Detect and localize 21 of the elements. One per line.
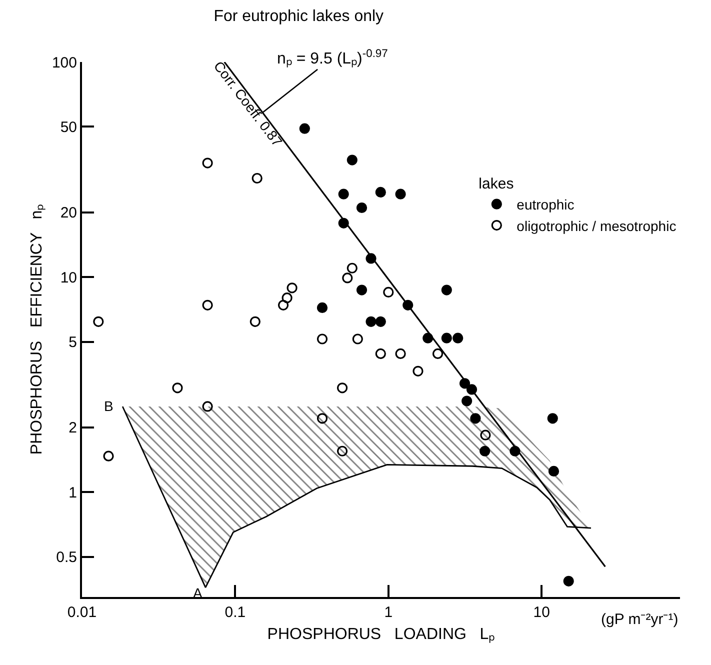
x-tick-label: 0.1	[224, 604, 246, 621]
legend-label: oligotrophic / mesotrophic	[516, 218, 676, 234]
x-tick-label: 0.01	[67, 604, 97, 621]
legend-label: eutrophic	[516, 196, 574, 213]
y-tick-label: 20	[60, 204, 77, 222]
y-tick-label: 1	[68, 484, 77, 502]
legend-title: lakes	[478, 176, 514, 192]
y-tick-label: 2	[68, 420, 77, 437]
y-axis-title: PHOSPHORUS EFFICIENCY nₚ	[28, 204, 46, 455]
text: (gP m⁻²yr⁻¹)	[601, 611, 678, 628]
y-tick-label: 100	[52, 54, 77, 72]
x-axis-title: PHOSPHORUS LOADING Lₚ	[267, 626, 495, 644]
y-tick-label: 5	[68, 334, 77, 351]
annotation: B	[104, 398, 114, 414]
y-tick-label: 50	[60, 118, 77, 136]
annotation: nₚ = 9.5 (Lₚ)$^{-0.97}$	[277, 48, 388, 68]
y-tick-label: 10	[60, 269, 77, 286]
chart-title: For eutrophic lakes only	[214, 8, 384, 26]
x-tick-label: 1	[384, 604, 393, 621]
y-tick-label: 0.5	[56, 549, 77, 566]
x-tick-label: 10	[533, 604, 550, 621]
